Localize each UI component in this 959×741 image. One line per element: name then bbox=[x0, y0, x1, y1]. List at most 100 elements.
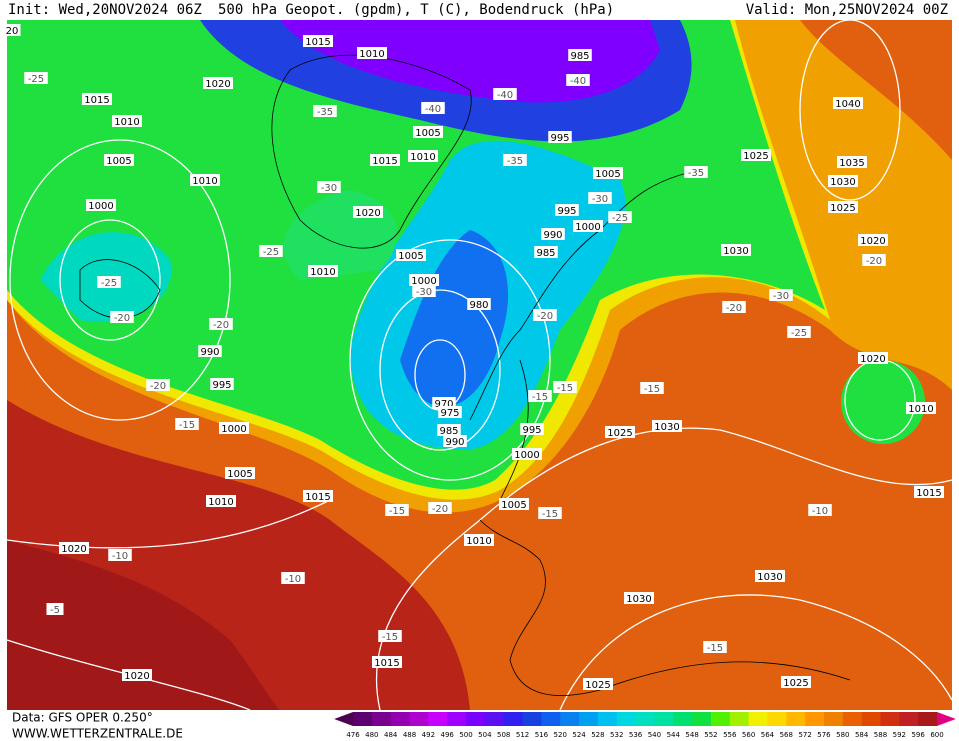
field-darkred bbox=[7, 540, 280, 710]
pressure-label: 1005 bbox=[227, 469, 252, 480]
temperature-label: -30 bbox=[773, 291, 789, 302]
isobar bbox=[379, 289, 501, 451]
pressure-label: 1020 bbox=[124, 671, 149, 682]
pressure-label: 20 bbox=[6, 26, 19, 37]
temperature-label: -20 bbox=[432, 504, 448, 515]
legend-tick-label: 576 bbox=[817, 731, 831, 739]
temperature-label: -10 bbox=[812, 506, 828, 517]
coastlines bbox=[79, 54, 851, 696]
pressure-label-box bbox=[624, 592, 654, 604]
legend-tick-label: 484 bbox=[384, 731, 398, 739]
legend-swatch bbox=[428, 712, 448, 726]
temperature-label-box bbox=[317, 181, 341, 193]
pressure-label-box bbox=[755, 570, 785, 582]
temperature-label-box bbox=[378, 630, 402, 642]
pressure-label-box bbox=[372, 656, 402, 668]
pressure-label: 995 bbox=[550, 133, 569, 144]
isobar bbox=[375, 427, 953, 711]
pressure-label-box bbox=[357, 47, 387, 59]
temperature-label: -40 bbox=[425, 104, 441, 115]
greenland-coast bbox=[271, 54, 472, 249]
legend-tick-label: 584 bbox=[855, 731, 869, 739]
pressure-label: 995 bbox=[522, 425, 541, 436]
valid-time: Valid: Mon,25NOV2024 00Z bbox=[746, 2, 948, 18]
pressure-label: 1010 bbox=[310, 267, 335, 278]
pressure-label-box bbox=[781, 676, 811, 688]
field-blue bbox=[400, 230, 509, 407]
pressure-label-box bbox=[3, 24, 21, 36]
legend-swatch bbox=[805, 712, 825, 726]
legend-tick-label: 508 bbox=[497, 731, 510, 739]
legend-swatch bbox=[371, 712, 392, 726]
temperature-label-box bbox=[108, 549, 132, 561]
temperature-label: -20 bbox=[537, 311, 553, 322]
pressure-label: 1020 bbox=[355, 208, 380, 219]
pressure-label-box bbox=[741, 149, 771, 161]
legend-swatch bbox=[409, 712, 429, 726]
pressure-label-box bbox=[308, 265, 338, 277]
temperature-label: -15 bbox=[644, 384, 660, 395]
temperature-label-box bbox=[110, 311, 134, 323]
pressure-label-box bbox=[512, 448, 542, 460]
map-field bbox=[7, 20, 952, 710]
pressure-label-box bbox=[541, 228, 565, 240]
legend-swatch bbox=[541, 712, 561, 726]
legend-tick-label: 544 bbox=[667, 731, 681, 739]
pressure-label-box bbox=[555, 204, 579, 216]
legend-swatch bbox=[522, 712, 542, 726]
legend-tick-label: 500 bbox=[459, 731, 472, 739]
pressure-label: 1010 bbox=[359, 49, 384, 60]
temperature-label-box bbox=[722, 301, 746, 313]
pressure-label: 1010 bbox=[114, 117, 139, 128]
pressure-label-box bbox=[396, 249, 426, 261]
temperature-label-box bbox=[553, 381, 577, 393]
legend-swatch bbox=[673, 712, 693, 726]
pressure-label: 1010 bbox=[208, 497, 233, 508]
pressure-label-box bbox=[534, 246, 558, 258]
temperature-label-box bbox=[608, 211, 632, 223]
isobar bbox=[349, 239, 551, 481]
temperature-label: -20 bbox=[150, 381, 166, 392]
legend-tick-label: 520 bbox=[554, 731, 567, 739]
temperature-label-box bbox=[566, 74, 590, 86]
temperature-label: -30 bbox=[416, 287, 432, 298]
pressure-label: 1010 bbox=[410, 152, 435, 163]
legend-tick-label: 552 bbox=[704, 731, 717, 739]
europe-coast bbox=[479, 519, 851, 696]
temperature-label: -10 bbox=[112, 551, 128, 562]
temperature-label-box bbox=[684, 166, 708, 178]
legend-tick-label: 536 bbox=[629, 731, 643, 739]
pressure-label-box bbox=[59, 542, 89, 554]
pressure-label: 1030 bbox=[757, 572, 782, 583]
pressure-label: 975 bbox=[440, 408, 459, 419]
pressure-label: 1030 bbox=[626, 594, 651, 605]
temperature-label-box bbox=[769, 289, 793, 301]
legend-tick-label: 532 bbox=[610, 731, 623, 739]
temperature-label-box bbox=[862, 254, 886, 266]
pressure-label-box bbox=[82, 93, 112, 105]
temperature-label: -25 bbox=[263, 247, 279, 258]
pressure-label-box bbox=[203, 77, 233, 89]
temperature-label-box bbox=[46, 603, 64, 615]
legend-swatch bbox=[654, 712, 674, 726]
legend-tick-label: 488 bbox=[403, 731, 416, 739]
pressure-label-box bbox=[573, 220, 603, 232]
pressure-label-box bbox=[721, 244, 751, 256]
legend-tick-label: 572 bbox=[798, 731, 811, 739]
pressure-label: 1000 bbox=[411, 276, 436, 287]
legend-tick-label: 512 bbox=[516, 731, 529, 739]
legend-arrow bbox=[334, 712, 353, 726]
pressure-label-box bbox=[828, 201, 858, 213]
temperature-label-box bbox=[640, 382, 664, 394]
legend-swatch bbox=[861, 712, 881, 726]
pressure-label: 1025 bbox=[830, 203, 855, 214]
legend-tick-label: 600 bbox=[930, 731, 943, 739]
pressure-label: 1000 bbox=[88, 201, 113, 212]
temperature-label: -25 bbox=[101, 278, 117, 289]
scandinavia-coast bbox=[469, 169, 701, 501]
legend-swatch bbox=[729, 712, 750, 726]
temperature-label-box bbox=[703, 641, 727, 653]
pressure-label-box bbox=[303, 35, 333, 47]
temperature-label-box bbox=[538, 507, 562, 519]
pressure-label: 1020 bbox=[860, 354, 885, 365]
